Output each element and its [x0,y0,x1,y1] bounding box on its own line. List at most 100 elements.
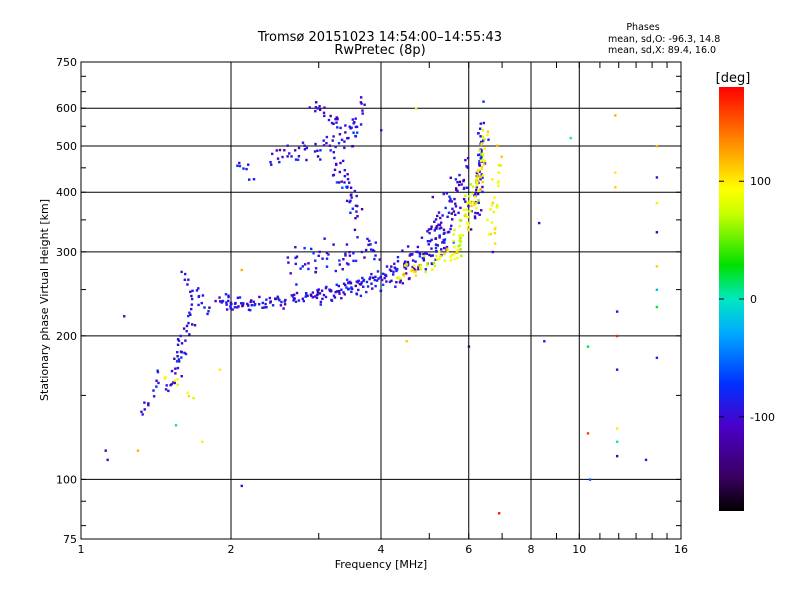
o-mode-point [439,221,443,224]
o-mode-point [371,287,374,290]
o-mode-point [385,265,389,268]
o-mode-point [336,116,339,120]
x-mode-point [480,167,484,171]
o-mode-point [482,100,485,103]
o-mode-point [190,297,194,301]
o-mode-point [480,150,483,153]
o-mode-point [324,295,328,299]
o-mode-point [477,181,480,185]
x-mode-point [476,180,479,183]
o-mode-point [322,293,326,297]
o-mode-point [430,262,434,265]
o-mode-point [476,212,480,215]
scattered-point [586,432,590,435]
o-mode-point [356,215,359,218]
o-mode-point [177,339,181,343]
o-mode-point [379,275,383,279]
o-mode-point [401,249,404,252]
o-mode-point [361,276,364,280]
o-mode-point [335,121,338,124]
y-axis: 75 100 200 300 400 500 600 750 [56,56,681,546]
o-mode-point [321,257,324,260]
x-tick-label: 10 [572,543,586,556]
o-mode-point [156,370,160,374]
o-mode-point [307,262,310,265]
o-mode-point [261,301,264,305]
o-mode-point [321,297,324,301]
o-mode-point [352,252,355,255]
o-mode-point [263,306,266,309]
o-mode-point [430,225,433,228]
o-mode-point [473,215,477,218]
x-mode-point [467,201,470,205]
o-mode-point [399,279,402,282]
o-mode-point [187,314,190,318]
o-mode-point [276,295,279,298]
o-mode-point [380,278,384,282]
x-mode-point [453,246,456,249]
scattered-point [588,478,592,481]
o-mode-point [355,194,358,198]
o-mode-point [353,121,356,124]
o-mode-point [314,267,318,270]
x-mode-point [466,215,469,219]
o-mode-point [238,164,242,168]
o-mode-point [454,205,458,208]
x-mode-point [468,199,472,203]
o-mode-point [293,149,297,152]
o-mode-point [404,267,408,270]
o-mode-point [314,270,317,274]
chart-title: Tromsø 20151023 14:54:00–14:55:43 [257,30,502,45]
o-mode-point [442,246,446,250]
o-mode-point [348,280,352,284]
o-mode-point [301,141,305,144]
o-mode-point [152,395,156,398]
o-mode-point [236,306,239,309]
o-mode-point [445,245,449,249]
o-mode-point [306,294,309,298]
o-mode-point [332,243,335,246]
x-mode-point [497,184,500,188]
scattered-point [655,288,659,291]
scattered-point [491,250,495,254]
o-mode-point [308,106,311,109]
o-mode-point [394,267,398,271]
o-mode-point [193,324,197,327]
o-mode-point [429,254,433,258]
o-mode-point [363,103,366,106]
o-mode-point [354,117,357,120]
o-mode-point [431,195,434,199]
o-mode-point [395,280,398,284]
o-mode-point [155,385,158,388]
o-mode-point [340,138,344,142]
o-mode-point [356,131,359,134]
o-mode-point [275,149,278,152]
o-mode-point [398,281,402,284]
o-mode-point [269,301,272,304]
scattered-point [405,340,408,343]
o-mode-point [352,259,355,263]
o-mode-point [332,151,335,154]
o-mode-point [173,357,176,361]
o-mode-point [322,144,326,147]
o-mode-point [401,282,404,285]
o-mode-point [274,297,278,301]
o-mode-point [425,252,429,256]
o-mode-point [184,352,188,356]
o-mode-point [404,272,408,275]
o-mode-point [452,210,456,213]
x-axis: 1 2 4 6 8 10 16 [78,62,688,556]
o-mode-point [396,268,399,271]
o-mode-point [329,114,332,118]
x-mode-point [500,155,503,158]
o-mode-point [327,118,331,122]
x-mode-point [469,201,472,205]
o-mode-point [416,245,420,249]
x-mode-point [482,152,485,156]
o-mode-point [349,193,353,197]
o-mode-point [325,135,329,139]
o-mode-point [155,379,158,382]
y-tick-label: 600 [56,102,77,115]
o-mode-point [332,135,335,138]
scattered-point [655,176,659,179]
